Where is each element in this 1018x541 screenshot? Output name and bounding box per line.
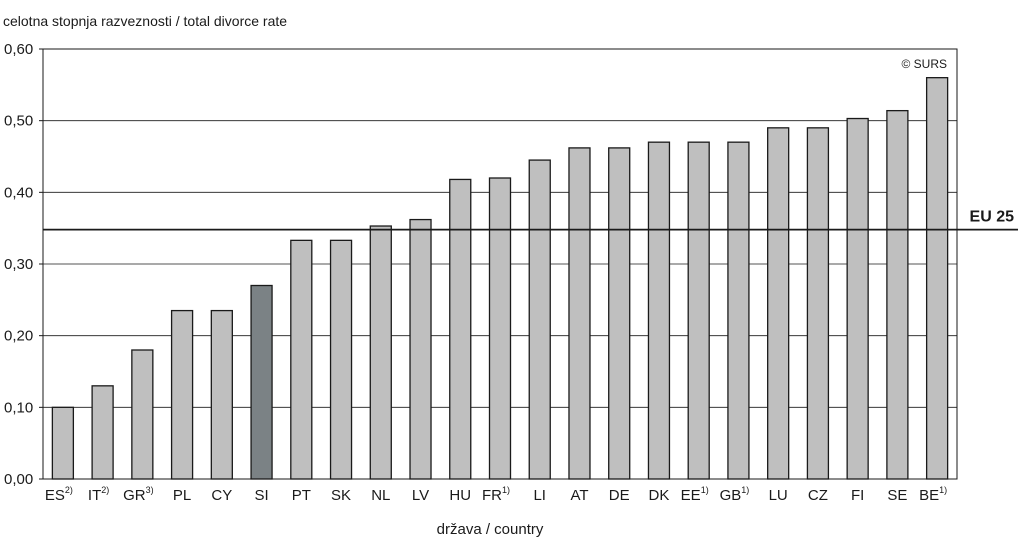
country-code: SK xyxy=(331,487,351,504)
footnote-marker: 2) xyxy=(65,485,73,495)
country-code: SE xyxy=(887,487,907,504)
bar-ee xyxy=(687,141,710,480)
footnote-marker: 1) xyxy=(939,485,947,495)
bar-lu xyxy=(767,127,790,480)
x-tick-label: HU xyxy=(449,487,471,504)
x-tick-label: CY xyxy=(211,487,232,504)
bar-li xyxy=(528,159,551,480)
x-axis-ticks: ES2) IT2) GR3) PL CY SI PT SK NL LV HU FR1) LI AT DE DK… xyxy=(45,485,947,504)
country-code: HU xyxy=(449,487,471,504)
x-tick-label: SK xyxy=(331,487,351,504)
x-tick-label: LU xyxy=(769,487,788,504)
x-tick-label: GR3) xyxy=(123,485,154,504)
bar-gr xyxy=(131,349,154,480)
plot-frame xyxy=(42,48,958,480)
country-code: DK xyxy=(649,487,670,504)
country-code: EE xyxy=(681,487,701,504)
y-axis-ticks: 0,00 0,10 0,20 0,30 0,40 0,50 0,60 xyxy=(4,41,43,488)
country-code: LI xyxy=(533,487,546,504)
x-tick-label: AT xyxy=(570,487,588,504)
bar-nl xyxy=(369,225,392,480)
bar-pl xyxy=(170,309,194,480)
country-code: PL xyxy=(173,487,191,504)
y-axis-title: celotna stopnja razveznosti / total divo… xyxy=(3,13,287,29)
country-code: LV xyxy=(412,487,429,504)
y-tick-label: 0,60 xyxy=(4,41,33,58)
bar-se xyxy=(886,109,909,480)
country-code: GB xyxy=(720,487,742,504)
x-tick-label: CZ xyxy=(808,487,828,504)
x-tick-label: ES2) xyxy=(45,485,73,504)
bar-fi xyxy=(846,117,869,480)
x-axis-title: država / country xyxy=(437,521,544,538)
country-code: IT xyxy=(88,487,101,504)
bar-dk xyxy=(647,141,671,480)
country-code: CZ xyxy=(808,487,828,504)
x-tick-label: DE xyxy=(609,487,630,504)
footnote-marker: 3) xyxy=(146,485,154,495)
x-tick-label: EE1) xyxy=(681,485,709,504)
country-code: DE xyxy=(609,487,630,504)
bar-gb xyxy=(727,141,750,480)
x-tick-label: SI xyxy=(254,487,268,504)
x-tick-label: SE xyxy=(887,487,907,504)
country-code: ES xyxy=(45,487,65,504)
bar-de xyxy=(608,147,631,480)
bar-cz xyxy=(806,127,830,480)
x-tick-label: NL xyxy=(371,487,390,504)
footnote-marker: 1) xyxy=(741,485,749,495)
eu25-reference: EU 25 xyxy=(43,209,1018,231)
y-tick-label: 0,00 xyxy=(4,471,33,488)
x-tick-label: LV xyxy=(412,487,429,504)
country-code: SI xyxy=(254,487,268,504)
bar-pt xyxy=(290,239,313,480)
country-code: LU xyxy=(769,487,788,504)
bar-cy xyxy=(210,309,233,480)
x-tick-label: FR1) xyxy=(482,485,510,504)
source-credit: © SURS xyxy=(901,57,947,71)
x-tick-label: LI xyxy=(533,487,546,504)
bar-lv xyxy=(409,218,432,480)
footnote-marker: 2) xyxy=(101,485,109,495)
bar-si xyxy=(250,284,273,480)
footnote-marker: 1) xyxy=(701,485,709,495)
country-code: FI xyxy=(851,487,864,504)
bar-be xyxy=(925,77,949,480)
bar-es xyxy=(51,406,75,480)
country-code: FR xyxy=(482,487,502,504)
bar-fr xyxy=(488,177,512,480)
country-code: GR xyxy=(123,487,146,504)
y-tick-label: 0,10 xyxy=(4,399,33,416)
x-tick-label: IT2) xyxy=(88,485,109,504)
x-tick-label: PL xyxy=(173,487,191,504)
country-code: PT xyxy=(292,487,311,504)
x-tick-label: GB1) xyxy=(720,485,750,504)
bars xyxy=(51,77,949,480)
x-tick-label: FI xyxy=(851,487,864,504)
bar-it xyxy=(91,385,114,480)
country-code: AT xyxy=(570,487,588,504)
bar-sk xyxy=(329,239,353,480)
bar-at xyxy=(568,147,591,480)
country-code: NL xyxy=(371,487,390,504)
x-tick-label: PT xyxy=(292,487,311,504)
eu25-label: EU 25 xyxy=(970,209,1015,226)
y-tick-label: 0,20 xyxy=(4,328,33,345)
country-code: CY xyxy=(211,487,232,504)
x-tick-label: BE1) xyxy=(919,485,947,504)
y-tick-label: 0,50 xyxy=(4,113,33,130)
country-code: BE xyxy=(919,487,939,504)
x-tick-label: DK xyxy=(649,487,670,504)
footnote-marker: 1) xyxy=(502,485,510,495)
y-tick-label: 0,40 xyxy=(4,184,33,201)
bar-hu xyxy=(449,178,472,480)
y-tick-label: 0,30 xyxy=(4,256,33,273)
